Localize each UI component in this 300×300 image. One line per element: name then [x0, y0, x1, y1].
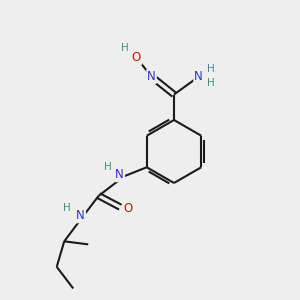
Text: N: N [147, 70, 156, 83]
Text: N: N [115, 168, 124, 181]
Text: N: N [76, 209, 85, 222]
Text: H: H [121, 43, 129, 53]
Text: O: O [123, 202, 132, 215]
Text: H: H [63, 203, 71, 213]
Text: H: H [207, 78, 215, 88]
Text: H: H [104, 162, 112, 172]
Text: N: N [194, 70, 203, 83]
Text: H: H [207, 64, 215, 74]
Text: O: O [132, 51, 141, 64]
